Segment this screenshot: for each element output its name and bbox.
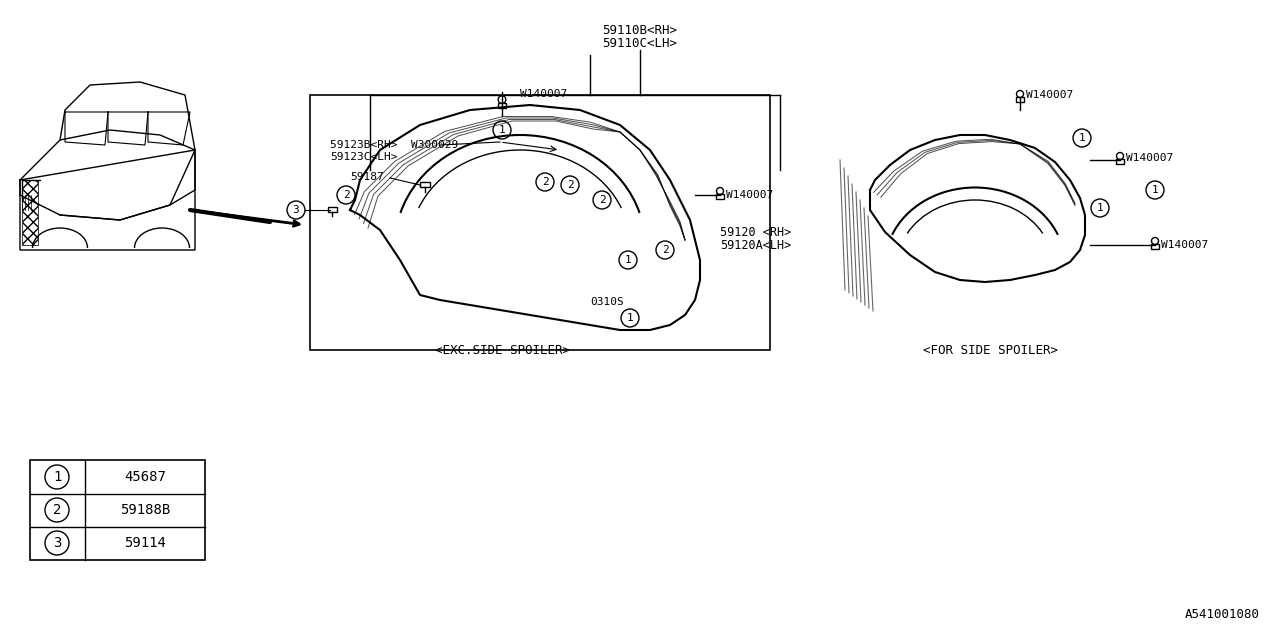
Text: 59110B<RH>: 59110B<RH>: [603, 24, 677, 36]
Text: 2: 2: [599, 195, 605, 205]
Text: 2: 2: [52, 503, 61, 517]
Text: W140007: W140007: [1126, 153, 1174, 163]
Text: 1: 1: [1152, 185, 1158, 195]
Text: 2: 2: [662, 245, 668, 255]
Text: 3: 3: [293, 205, 300, 215]
Text: 1: 1: [1097, 203, 1103, 213]
Text: 59110C<LH>: 59110C<LH>: [603, 36, 677, 49]
Text: 1: 1: [52, 470, 61, 484]
Text: <EXC.SIDE SPOILER>: <EXC.SIDE SPOILER>: [434, 344, 570, 356]
Text: 2: 2: [343, 190, 349, 200]
Text: 59120A<LH>: 59120A<LH>: [721, 239, 791, 252]
Text: W140007: W140007: [726, 190, 773, 200]
Text: 59188B: 59188B: [120, 503, 170, 517]
Text: 1: 1: [625, 255, 631, 265]
Text: 3: 3: [52, 536, 61, 550]
Text: 2: 2: [567, 180, 573, 190]
Text: 45687: 45687: [124, 470, 166, 484]
Text: 59120 <RH>: 59120 <RH>: [721, 225, 791, 239]
Text: 2: 2: [541, 177, 548, 187]
Text: W140007: W140007: [1161, 240, 1208, 250]
Text: 1: 1: [1079, 133, 1085, 143]
Text: 59114: 59114: [124, 536, 166, 550]
Text: 1: 1: [499, 125, 506, 135]
Text: 59123C<LH>: 59123C<LH>: [330, 152, 398, 162]
Text: 0310S: 0310S: [590, 297, 623, 307]
Text: <FOR SIDE SPOILER>: <FOR SIDE SPOILER>: [923, 344, 1057, 356]
Text: W140007: W140007: [1027, 90, 1073, 100]
Text: W140007: W140007: [520, 89, 567, 99]
Text: 59187: 59187: [349, 172, 384, 182]
Text: 59123B<RH>  W300029: 59123B<RH> W300029: [330, 140, 458, 150]
Text: A541001080: A541001080: [1185, 609, 1260, 621]
Text: 1: 1: [627, 313, 634, 323]
